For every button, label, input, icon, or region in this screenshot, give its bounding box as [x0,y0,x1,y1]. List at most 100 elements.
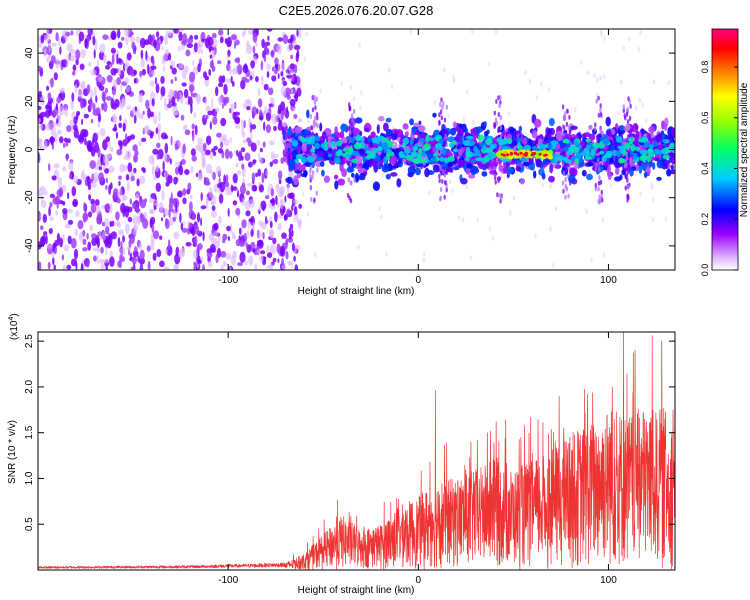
spectrogram-noise-blob [91,233,97,239]
spectrogram-band-blob [554,164,562,169]
spectrogram-noise-blob [50,77,54,88]
spectrogram-noise-blob [269,243,276,255]
spectrogram-noise-blob [216,132,222,138]
spectrogram-noise-blob [44,123,52,131]
spectrogram-noise-blob [54,195,61,205]
spectrogram-noise-blob [88,145,93,152]
snr-scale-prefix: (x104) [8,313,20,340]
spectrogram-noise-blob [184,124,188,130]
spectrogram-faint-blob [587,70,590,76]
spectrogram-streak-blob [564,176,567,182]
spectrogram-bright-blob [470,159,476,164]
spectrogram-bright-blob [365,150,372,154]
spectrogram-noise-blob [180,222,184,231]
spectrogram-bright-blob [401,142,406,149]
spectrogram-streak-blob [594,126,597,132]
spectrogram-streak-blob [439,149,443,155]
spectrogram-band-blob [607,164,611,173]
spectrogram-noise-blob [69,54,76,62]
spectrogram-noise-blob [103,154,109,165]
spectrogram-noise-blob [202,264,205,270]
spectrogram-faint-blob [465,184,469,190]
spectrogram-noise-blob [83,113,90,119]
spectrogram-band-blob [396,178,402,188]
spectrogram-noise-blob [255,172,258,178]
spectrogram-band-blob [650,132,654,137]
spectrogram-noise-blob [89,160,96,170]
spectrogram-noise-blob [177,140,182,148]
spectrogram-band-blob [316,150,324,156]
spectrogram-faint-blob [293,217,296,223]
spectrogram-noise-blob [244,63,248,71]
spectrogram-faint-blob [360,90,363,96]
spectrogram-streak-blob [311,107,315,113]
spectrogram-faint-blob [488,226,491,232]
spectrogram-bright-blob [630,144,636,152]
spectrogram-noise-blob [202,142,207,152]
spectrogram-streak-blob [493,110,496,116]
spectrogram-streak-blob [626,107,629,113]
spectrogram-streak-blob [629,103,632,109]
spectrogram-noise-blob [196,212,201,223]
spectrogram-noise-blob [268,87,274,96]
spectrogram-noise-blob [126,52,132,61]
spectrogram-band-blob [533,170,537,179]
spectrogram-noise-blob [164,34,169,46]
spectrogram-noise-blob [109,250,114,257]
spectrogram-noise-blob [202,157,206,167]
spectrogram-noise-blob [96,214,102,225]
spectrogram-streak-blob [561,180,565,186]
spectrogram-streak-blob [346,192,350,198]
spectrogram-faint-blob [447,112,450,118]
spectrogram-noise-blob [235,207,241,216]
spectrogram-noise-blob [256,139,261,147]
spectrogram-noise-blob [256,230,262,239]
spectrogram-noise-blob [291,204,294,212]
spectrogram-faint-blob [599,75,602,81]
spectrogram-noise-blob [48,163,51,172]
spectrogram-band-blob [605,116,611,127]
spectrogram-noise-blob [46,244,53,249]
spectrogram-noise-blob [204,181,211,186]
spectrogram-bright-blob [409,138,414,145]
spectrogram-noise-blob [142,110,145,115]
spectrogram-noise-blob [265,124,271,133]
spectrogram-streak-blob [348,105,351,111]
spectrogram-band-blob [522,137,528,145]
spectrogram-band-blob [432,112,437,118]
spectrogram-band-blob [655,133,663,143]
spectrogram-noise-blob [211,65,216,72]
spectrogram-noise-blob [181,82,187,87]
spectrogram-noise-blob [132,144,138,152]
spectrogram-noise-blob [158,201,164,213]
spectrogram-noise-blob [140,58,145,68]
spectrogram-noise-blob [244,152,251,161]
spectrogram-noise-blob [271,204,276,210]
spectrogram-noise-blob [252,159,257,164]
spectrogram-noise-blob [266,29,273,32]
spectrogram-streak-blob [498,192,501,198]
spectrogram-noise-blob [192,59,195,66]
spectrogram-noise-blob [51,42,57,47]
spectrogram-noise-blob [156,249,162,258]
spectrogram-noise-blob [135,194,139,200]
spectrogram-noise-blob [281,257,284,265]
spectrogram-noise-blob [220,250,227,258]
spectrogram-noise-blob [93,255,97,262]
spectrogram-noise-blob [117,236,121,248]
spectrogram-noise-blob [298,29,302,39]
spectrogram-noise-blob [95,204,101,214]
spectrogram-noise-blob [226,36,232,48]
spectrogram-noise-blob [92,132,98,143]
spectrogram-bright-blob [501,145,508,150]
spectrogram-noise-blob [122,164,128,172]
spectrogram-band-blob [457,148,463,157]
spectrogram-band-blob [460,177,468,185]
spectrogram-noise-blob [241,163,245,170]
spectrogram-noise-blob [197,259,202,265]
spectrogram-streak-blob [493,169,497,175]
spectrogram-noise-blob [106,74,113,83]
spectrogram-noise-blob [129,198,132,205]
spectrogram-streak-blob [316,115,319,121]
spectrogram-noise-blob [223,97,227,107]
